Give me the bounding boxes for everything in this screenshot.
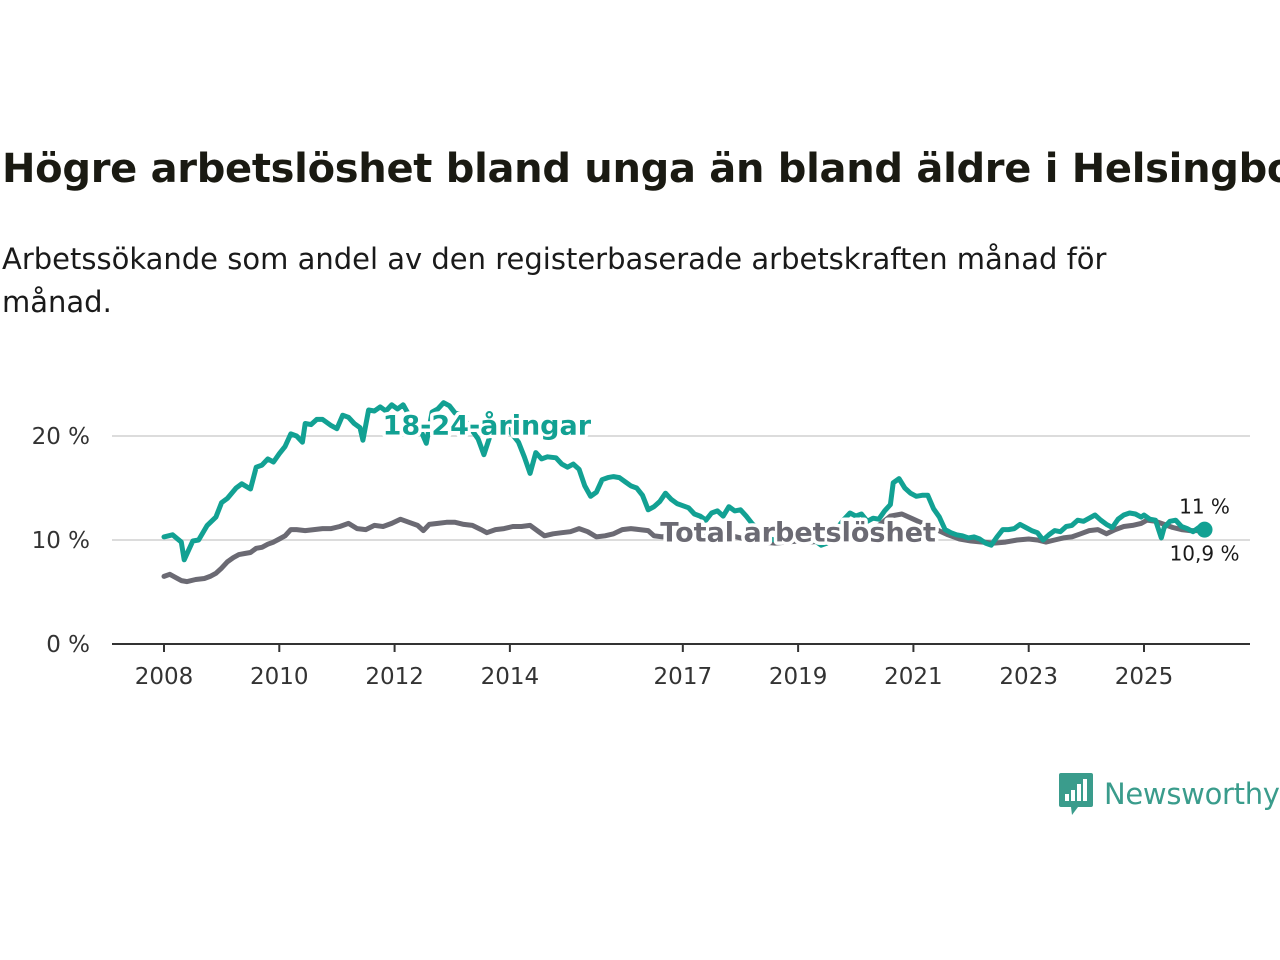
newsworthy-logo-icon [1059,773,1093,815]
x-tick-label: 2025 [1115,664,1174,690]
x-tick-label: 2014 [481,664,540,690]
y-tick-label: 20 % [32,424,90,450]
x-tick-label: 2023 [999,664,1058,690]
series-line-18-24-ringar [161,400,1207,563]
line-chart: 0 % 10 % 20 % 2008 2010 2012 2014 2017 2019 2021 2… [32,400,1250,690]
x-tick-label: 2021 [884,664,943,690]
brand-name: Newsworthy [1104,777,1280,811]
x-tick-label: 2012 [365,664,424,690]
x-tick-label: 2010 [250,664,309,690]
x-tick-label: 2008 [135,664,194,690]
axes: 0 % 10 % 20 % 2008 2010 2012 2014 2017 2019 2021 2… [32,424,1250,690]
y-tick-label: 10 % [32,528,90,554]
x-tick-label: 2019 [769,664,828,690]
series-lines [161,400,1213,585]
series-label-18-24-ringar: 18-24-åringar [383,410,592,442]
chart-subtitle: Arbetssökande som andel av den registerb… [2,242,1107,319]
end-label-total: 10,9 % [1170,542,1240,566]
series-line-total-arbetsl-shet [161,511,1207,585]
series-end-dot-18-24-ringar [1196,521,1213,538]
series-label-halo-18-24-ringar: 18-24-åringar [383,410,592,442]
end-label-youth: 11 % [1179,495,1230,519]
chart-title: Högre arbetslöshet bland unga än bland ä… [2,146,1280,192]
newsworthy-brand: Newsworthy [1058,772,1280,816]
series-label-total-arbetsl-shet: Total arbetslöshet [660,518,936,549]
series-label-halo-total-arbetsl-shet: Total arbetslöshet [660,518,936,549]
y-tick-label: 0 % [46,632,90,658]
x-tick-label: 2017 [654,664,713,690]
